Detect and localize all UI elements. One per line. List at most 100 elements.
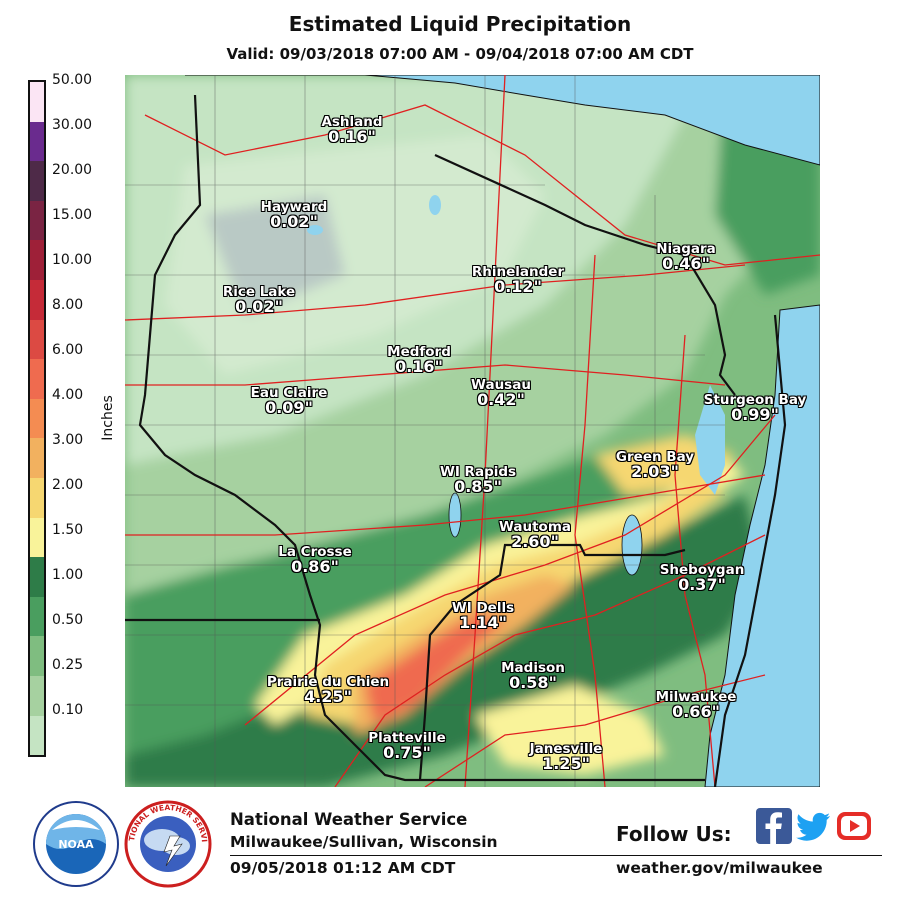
city-label: WI Dells 1.14" [452, 601, 514, 632]
city-name: Eau Claire [250, 385, 328, 401]
city-label: Prairie du Chien 4.25" [267, 675, 389, 706]
legend-tick-label: 8.00 [52, 297, 84, 313]
city-precip-value: 0.37" [678, 575, 726, 595]
legend-tick-label: 20.00 [52, 162, 93, 178]
legend-tick-label: 4.00 [52, 387, 84, 403]
org-name: National Weather Service [230, 810, 468, 829]
map-title: Estimated Liquid Precipitation [288, 12, 632, 36]
issued-time: 09/05/2018 01:12 AM CDT [230, 859, 456, 877]
city-label: Niagara 0.46" [656, 242, 716, 273]
legend-swatch [30, 438, 44, 478]
county-lines [125, 75, 725, 787]
city-label: Platteville 0.75" [368, 731, 446, 762]
city-label: Milwaukee 0.66" [656, 690, 737, 721]
legend-tick-label: 10.00 [52, 252, 93, 268]
city-label: Madison 0.58" [501, 661, 565, 692]
city-precip-value: 1.25" [542, 754, 590, 774]
city-precip-value: 0.02" [235, 297, 283, 317]
city-name: Medford [387, 344, 451, 360]
legend-swatch [30, 319, 44, 360]
legend-swatch [30, 359, 44, 399]
city-name: Wausau [471, 377, 531, 393]
city-name: WI Rapids [439, 464, 517, 480]
city-precip-value: 0.86" [291, 557, 339, 577]
legend-swatch [30, 161, 44, 201]
city-name: Milwaukee [655, 689, 737, 705]
city-name: WI Dells [451, 600, 515, 616]
legend-tick-label: 6.00 [52, 342, 84, 358]
legend-swatch [30, 477, 44, 518]
nws-logo: NATIONAL WEATHER SERVICE [121, 793, 212, 892]
city-precip-value: 0.66" [672, 702, 720, 722]
legend-tick-label: 0.50 [52, 612, 84, 628]
youtube-icon[interactable] [836, 808, 872, 844]
city-precip-value: 0.12" [494, 277, 542, 297]
city-label: Hayward 0.02" [261, 200, 328, 231]
city-label: WI Rapids 0.85" [440, 465, 516, 496]
city-precip-value: 0.02" [270, 212, 318, 232]
city-precip-value: 0.42" [477, 390, 525, 410]
twitter-icon[interactable] [796, 808, 832, 844]
legend-swatch [30, 121, 44, 162]
city-label: Wautoma 2.60" [499, 520, 571, 551]
city-precip-value: 2.60" [511, 532, 559, 552]
legend-swatch [30, 675, 44, 716]
city-label: Rhinelander 0.12" [472, 265, 564, 296]
city-name: Prairie du Chien [266, 674, 390, 690]
legend-swatch [30, 715, 44, 756]
city-name: Niagara [656, 241, 716, 257]
legend-swatch [30, 557, 44, 597]
follow-us-label: Follow Us: [616, 822, 732, 846]
legend-tick-label: 1.50 [52, 522, 84, 538]
city-name: Rice Lake [222, 284, 296, 300]
city-label: Janesville 1.25" [530, 742, 603, 773]
city-label: La Crosse 0.86" [278, 545, 351, 576]
city-label: Medford 0.16" [387, 345, 451, 376]
city-precip-value: 1.14" [459, 613, 507, 633]
legend-color-bar [28, 80, 46, 757]
city-name: Green Bay [615, 449, 695, 465]
state-borders [125, 94, 787, 787]
legend-swatch [30, 279, 44, 320]
city-precip-value: 0.09" [265, 398, 313, 418]
city-name: Wautoma [498, 519, 572, 535]
city-precip-value: 2.03" [631, 462, 679, 482]
city-name: Ashland [321, 114, 383, 130]
svg-text:NOAA: NOAA [58, 838, 94, 851]
noaa-logo: NOAA [32, 800, 120, 892]
city-precip-value: 0.16" [328, 127, 376, 147]
legend-swatch [30, 636, 44, 676]
legend-tick-label: 1.00 [52, 567, 84, 583]
legend-axis-label: Inches [100, 395, 116, 441]
city-name: La Crosse [278, 544, 352, 560]
legend-tick-label: 0.10 [52, 702, 84, 718]
city-precip-value: 0.75" [383, 743, 431, 763]
facebook-icon[interactable] [756, 808, 792, 844]
city-label: Rice Lake 0.02" [223, 285, 295, 316]
legend-swatch [30, 398, 44, 439]
city-name: Rhinelander [471, 264, 565, 280]
city-precip-value: 0.99" [731, 405, 779, 425]
legend-tick-label: 2.00 [52, 477, 84, 493]
city-name: Platteville [368, 730, 446, 746]
highways [125, 75, 820, 787]
legend-tick-label: 3.00 [52, 432, 84, 448]
city-label: Sturgeon Bay 0.99" [704, 393, 807, 424]
city-name: Sheboygan [659, 562, 745, 578]
city-label: Green Bay 2.03" [616, 450, 694, 481]
city-name: Madison [501, 660, 565, 676]
city-label: Eau Claire 0.09" [251, 386, 328, 417]
legend-tick-label: 0.25 [52, 657, 84, 673]
map-canvas [125, 75, 820, 787]
city-name: Janesville [529, 741, 603, 757]
city-name: Sturgeon Bay [703, 392, 807, 408]
legend-swatch [30, 596, 44, 637]
city-precip-value: 4.25" [304, 687, 352, 707]
city-label: Ashland 0.16" [321, 115, 382, 146]
website-link[interactable]: weather.gov/milwaukee [616, 859, 823, 877]
city-precip-value: 0.16" [395, 357, 443, 377]
footer-divider [230, 855, 882, 856]
city-precip-value: 0.85" [454, 477, 502, 497]
legend-swatch [30, 517, 44, 558]
office-name: Milwaukee/Sullivan, Wisconsin [230, 833, 498, 851]
